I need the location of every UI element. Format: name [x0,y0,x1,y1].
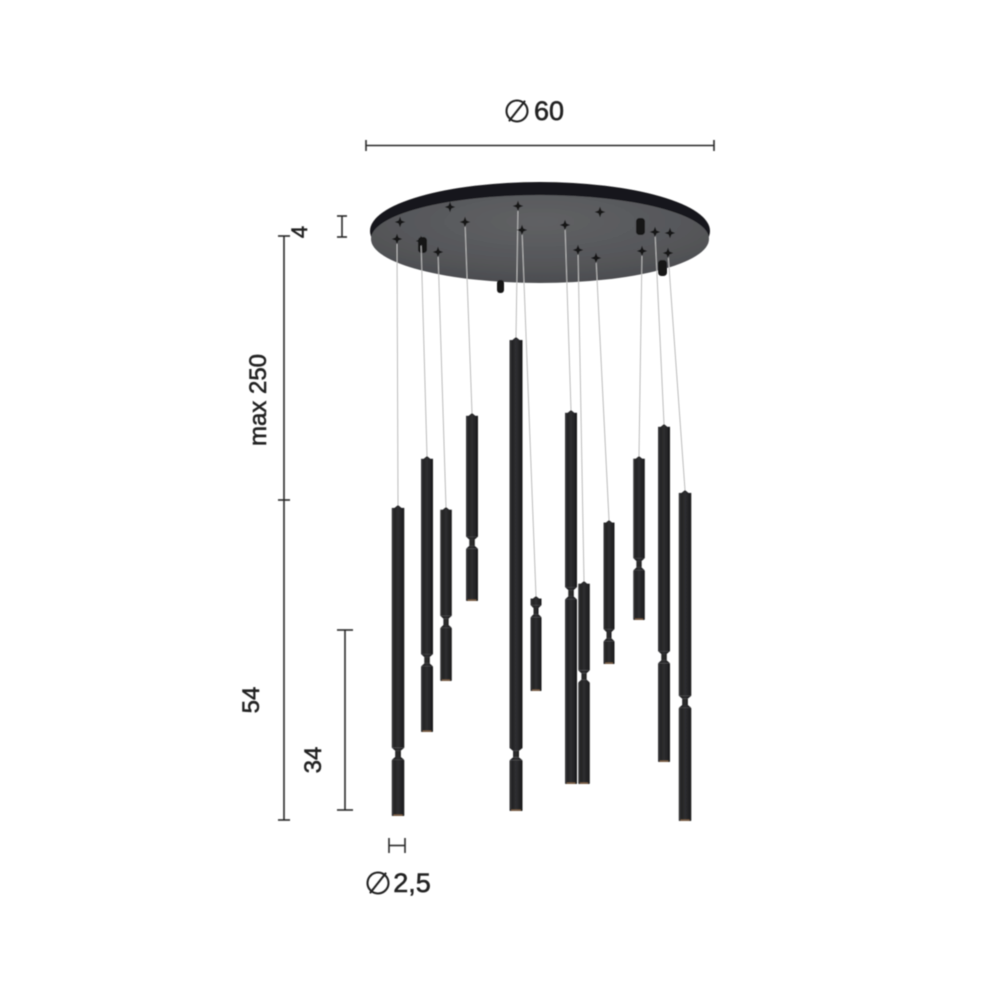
svg-text:max 250: max 250 [245,354,272,446]
svg-text:60: 60 [534,96,564,126]
svg-text:54: 54 [238,687,265,714]
svg-text:2,5: 2,5 [393,868,431,898]
svg-text:34: 34 [300,747,327,774]
svg-text:4: 4 [287,226,312,238]
